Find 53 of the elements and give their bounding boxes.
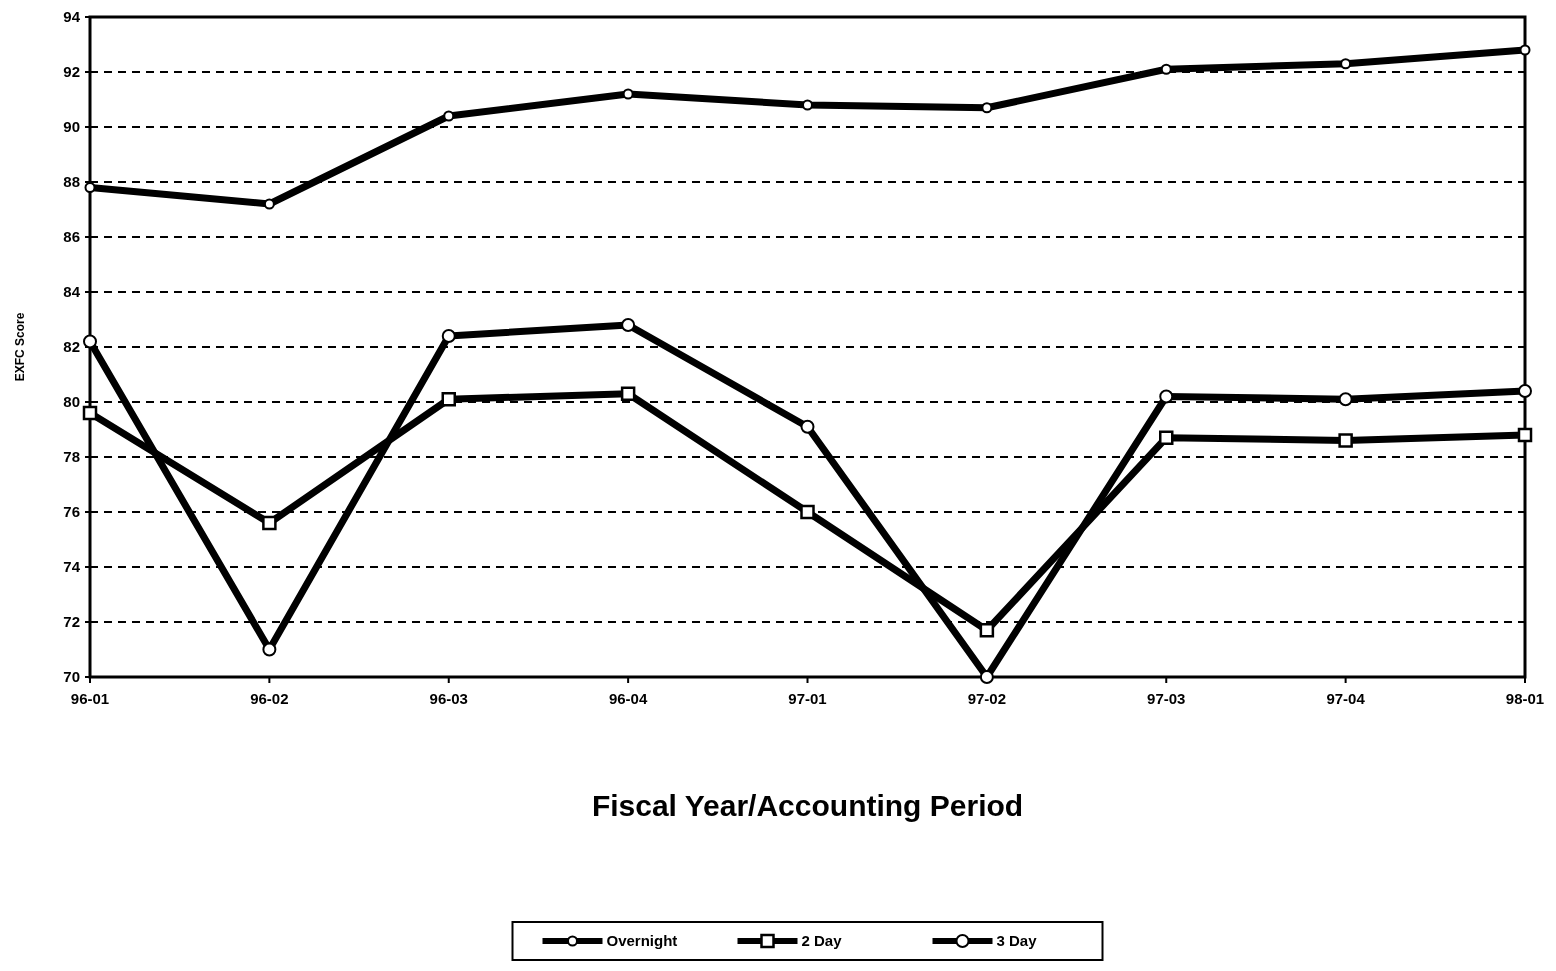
point: [979, 670, 994, 684]
point: [441, 392, 456, 407]
point: [1160, 63, 1172, 75]
y-axis-title: EXFC Score: [13, 312, 27, 382]
point: [1517, 427, 1533, 443]
legend-label: 3 Day: [996, 932, 1038, 950]
x-tick-label: 97-04: [1326, 690, 1366, 707]
point: [621, 318, 636, 332]
point: [84, 182, 96, 193]
x-tick-label: 96-04: [608, 690, 648, 707]
point: [1338, 433, 1353, 448]
point: [262, 642, 277, 657]
point: [979, 623, 995, 638]
point: [1518, 384, 1532, 398]
y-tick-label: 92: [63, 63, 80, 81]
y-tick-label: 84: [63, 283, 81, 301]
point: [800, 419, 815, 434]
y-tick-label: 72: [63, 613, 80, 631]
x-tick-label: 97-01: [788, 690, 827, 707]
x-tick-label: 96-03: [429, 690, 468, 707]
y-tick-label: 90: [63, 118, 80, 136]
y-tick-label: 70: [63, 668, 80, 686]
x-tick-label: 97-02: [967, 690, 1007, 707]
point: [981, 102, 993, 114]
point: [1159, 389, 1174, 404]
x-tick-label: 98-01: [1505, 690, 1545, 707]
point: [622, 88, 634, 100]
point: [82, 405, 98, 421]
y-tick-label: 76: [63, 503, 80, 521]
x-tick-label: 96-02: [250, 690, 289, 707]
y-tick-label: 88: [63, 173, 80, 191]
legend-label: 2 Day: [801, 932, 843, 950]
point: [262, 515, 277, 531]
point: [1159, 430, 1174, 445]
y-tick-label: 86: [63, 228, 80, 246]
x-tick-label: 96-01: [70, 690, 110, 707]
y-tick-label: 82: [63, 338, 80, 356]
point: [83, 334, 97, 349]
point: [1519, 44, 1531, 56]
point: [1340, 58, 1352, 70]
x-axis-title: Fiscal Year/Accounting Period: [591, 789, 1024, 822]
x-tick-label: 97-03: [1147, 690, 1186, 707]
point: [441, 329, 456, 343]
point: [443, 110, 455, 122]
point: [620, 386, 636, 401]
y-tick-label: 74: [63, 558, 81, 576]
y-tick-label: 80: [63, 393, 80, 411]
legend-label: Overnight: [606, 932, 678, 950]
y-tick-label: 78: [63, 448, 80, 466]
point: [1338, 392, 1353, 407]
point: [800, 504, 815, 520]
y-tick-label: 94: [63, 8, 81, 26]
point: [802, 99, 813, 111]
